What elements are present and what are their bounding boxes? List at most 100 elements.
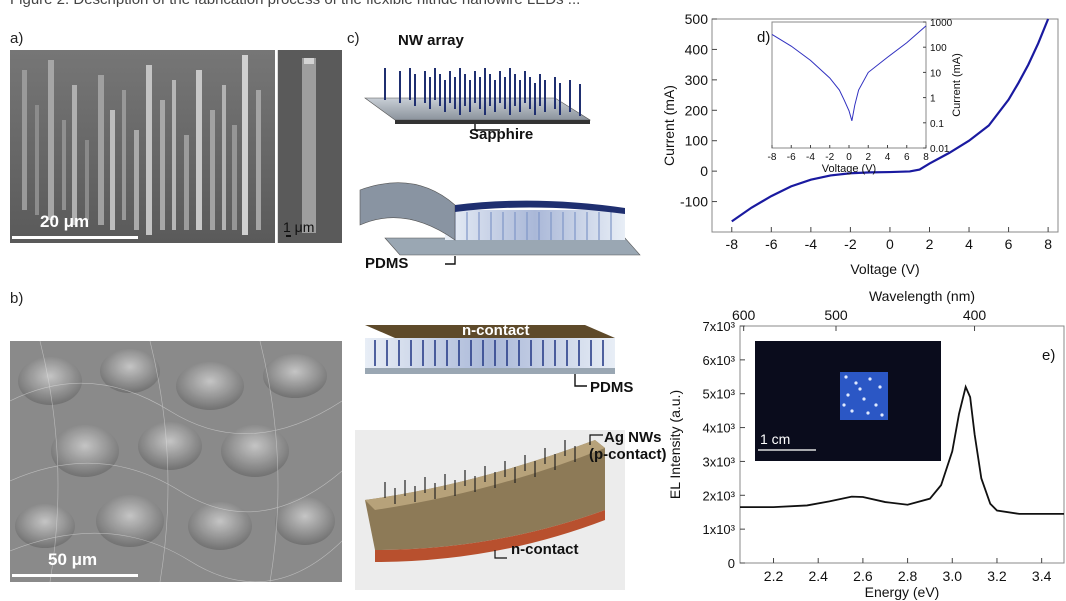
sem-image-nanowires xyxy=(10,50,275,243)
step-pdms-peel xyxy=(359,182,641,265)
panel-letter-a: a) xyxy=(10,30,24,47)
scale-label-a: 20 μm xyxy=(40,212,90,231)
inset-series-line xyxy=(771,25,927,121)
y-tick-label: -100 xyxy=(680,194,708,210)
caption-fragment: Figure 2. Description of the fabrication… xyxy=(0,0,700,8)
x-tick-label: 2.8 xyxy=(898,568,918,584)
caption-text: Figure 2. Description of the fabrication… xyxy=(10,0,580,8)
top-axis-label: Wavelength (nm) xyxy=(869,288,975,304)
label-p-contact: (p-contact) xyxy=(589,446,667,463)
inset-x-tick-label: 8 xyxy=(923,152,929,163)
scale-bar-a-inset xyxy=(286,235,291,237)
inset-x-axis-label: Voltage (V) xyxy=(822,163,876,175)
nanowire-sem-illustration xyxy=(10,50,275,243)
inset-y-tick-label: 10 xyxy=(930,68,942,79)
step-nw-array-on-sapphire xyxy=(364,68,592,131)
label-n-contact-top: n-contact xyxy=(462,322,530,339)
emission-spot xyxy=(844,375,848,379)
emission-spot xyxy=(868,377,872,381)
emission-spot xyxy=(862,397,866,401)
emission-spot xyxy=(846,393,850,397)
emission-spot xyxy=(842,403,846,407)
inset-frame xyxy=(771,21,927,149)
ag-nanowire-mesh-illustration xyxy=(10,341,342,582)
x-tick-label: 2.4 xyxy=(808,568,828,584)
inset-y-axis-label: Current (mA) xyxy=(951,53,963,117)
sem-inset-single-nanowire xyxy=(277,50,342,243)
inset-x-tick-label: 2 xyxy=(865,152,871,163)
x-tick-label: -2 xyxy=(844,236,857,252)
inset-y-tick-label: 100 xyxy=(930,43,947,54)
x-axis-label: Voltage (V) xyxy=(850,261,919,277)
chart-iv-curve: -8 -6 -4 -2 0 2 4 6 8-1000100200300400500Voltage… xyxy=(661,11,1059,277)
inset-y-tick-label: 1000 xyxy=(930,18,953,29)
inset-y-tick-label: 0.01 xyxy=(930,144,950,155)
fabrication-schematic xyxy=(355,68,641,590)
y-tick-label: 2x10³ xyxy=(702,488,735,503)
emission-spot xyxy=(866,411,870,415)
top-tick-label: 500 xyxy=(824,307,848,323)
y-tick-label: 6x10³ xyxy=(702,353,735,368)
inset-x-tick-label: 6 xyxy=(904,152,910,163)
x-tick-label: 6 xyxy=(1005,236,1013,252)
y-tick-label: 5x10³ xyxy=(702,387,735,402)
inset-y-tick-label: 0.1 xyxy=(930,119,944,130)
emission-spot xyxy=(878,385,882,389)
x-tick-label: -4 xyxy=(805,236,818,252)
y-tick-label: 7x10³ xyxy=(702,319,735,334)
label-sapphire: Sapphire xyxy=(469,126,534,143)
emission-spot xyxy=(858,387,862,391)
top-tick-label: 600 xyxy=(732,307,756,323)
top-tick-label: 400 xyxy=(963,307,987,323)
axes-frame xyxy=(739,325,1065,564)
scale-bar-a xyxy=(12,236,138,239)
single-nanowire-illustration xyxy=(278,50,342,243)
y-tick-label: 400 xyxy=(685,41,709,57)
inset-y-tick-label: 1 xyxy=(930,94,936,105)
emission-spot xyxy=(880,413,884,417)
inset-scale-label: 1 cm xyxy=(760,431,790,447)
y-tick-label: 200 xyxy=(685,102,709,118)
iv-series-line xyxy=(731,18,1050,223)
inset-device-photo: 1 cm xyxy=(755,341,941,461)
y-tick-label: 3x10³ xyxy=(702,454,735,469)
scale-bar-b xyxy=(12,574,138,577)
x-tick-label: 3.2 xyxy=(987,568,1007,584)
axes-frame xyxy=(711,18,1059,233)
x-tick-label: -6 xyxy=(765,236,778,252)
scale-label-a-inset: 1 μm xyxy=(283,219,315,235)
inset-x-tick-label: -2 xyxy=(825,152,834,163)
y-tick-label: 1x10³ xyxy=(702,522,735,537)
x-tick-label: 2.6 xyxy=(853,568,873,584)
sem-image-ag-nanowires xyxy=(10,341,342,582)
y-axis-label: EL Intensity (a.u.) xyxy=(667,390,683,499)
y-tick-label: 0 xyxy=(700,163,708,179)
x-tick-label: 3.4 xyxy=(1032,568,1052,584)
y-axis-label: Current (mA) xyxy=(661,85,677,166)
x-tick-label: 0 xyxy=(886,236,894,252)
step-flexible-device xyxy=(355,430,625,590)
emission-spot xyxy=(854,381,858,385)
y-tick-label: 4x10³ xyxy=(702,421,735,436)
inset-x-tick-label: 4 xyxy=(885,152,891,163)
panel-letter-b: b) xyxy=(10,290,24,307)
label-ag-nws: Ag NWs xyxy=(604,429,662,446)
x-tick-label: 2.2 xyxy=(764,568,784,584)
panel-letter-d: d) xyxy=(757,29,770,46)
scale-label-b: 50 μm xyxy=(48,550,98,569)
inset-x-tick-label: -8 xyxy=(768,152,777,163)
x-tick-label: 8 xyxy=(1044,236,1052,252)
emission-spot xyxy=(874,403,878,407)
emission-spot xyxy=(850,409,854,413)
inset-x-tick-label: 0 xyxy=(846,152,852,163)
x-tick-label: -8 xyxy=(726,236,739,252)
x-tick-label: 2 xyxy=(926,236,934,252)
label-pdms-1: PDMS xyxy=(365,255,409,272)
y-tick-label: 500 xyxy=(685,11,709,27)
panel-letter-c: c) xyxy=(347,30,360,47)
y-tick-label: 0 xyxy=(728,556,735,571)
label-n-contact-bottom: n-contact xyxy=(511,541,579,558)
panel-letter-e: e) xyxy=(1042,347,1055,364)
label-nw-array: NW array xyxy=(398,32,464,49)
inset-x-tick-label: -4 xyxy=(806,152,815,163)
